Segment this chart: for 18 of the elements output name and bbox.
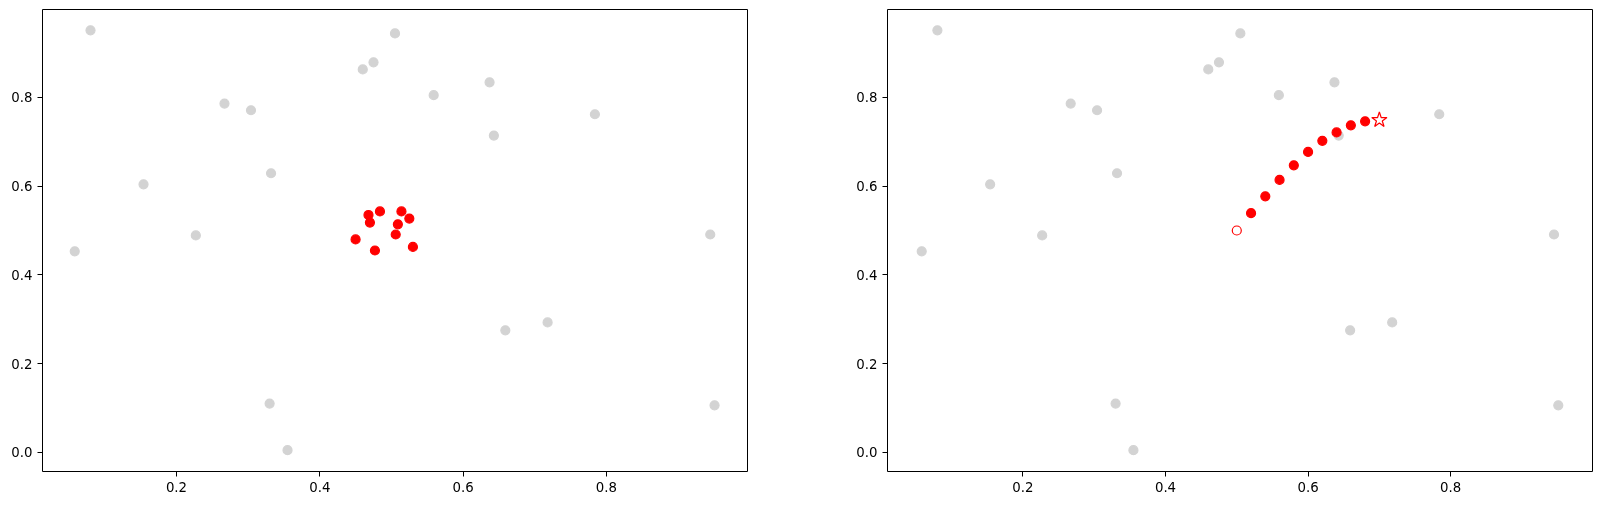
- x-tick-label: 0.2: [165, 479, 188, 495]
- x-tick-label: 0.4: [1154, 479, 1177, 495]
- x-tick-label: 0.6: [1297, 479, 1319, 495]
- y-tick-label: 0.4: [11, 267, 33, 283]
- y-tick-label: 0.2: [11, 356, 33, 372]
- y-tick-label: 0.4: [856, 267, 878, 283]
- x-tick-label: 0.2: [1012, 479, 1034, 495]
- x-tick-label: 0.6: [452, 479, 474, 495]
- x-tick-label: 0.4: [309, 479, 331, 495]
- y-tick-label: 0.8: [11, 90, 33, 106]
- y-tick-label: 0.6: [11, 179, 33, 195]
- y-tick-label: 0.6: [856, 179, 878, 195]
- y-tick-label: 0.2: [856, 356, 878, 372]
- y-tick-label: 0.0: [856, 445, 878, 461]
- y-tick-label: 0.0: [11, 445, 33, 461]
- x-tick-label: 0.8: [595, 479, 617, 495]
- x-tick-label: 0.8: [1440, 479, 1462, 495]
- y-tick-label: 0.8: [856, 90, 878, 106]
